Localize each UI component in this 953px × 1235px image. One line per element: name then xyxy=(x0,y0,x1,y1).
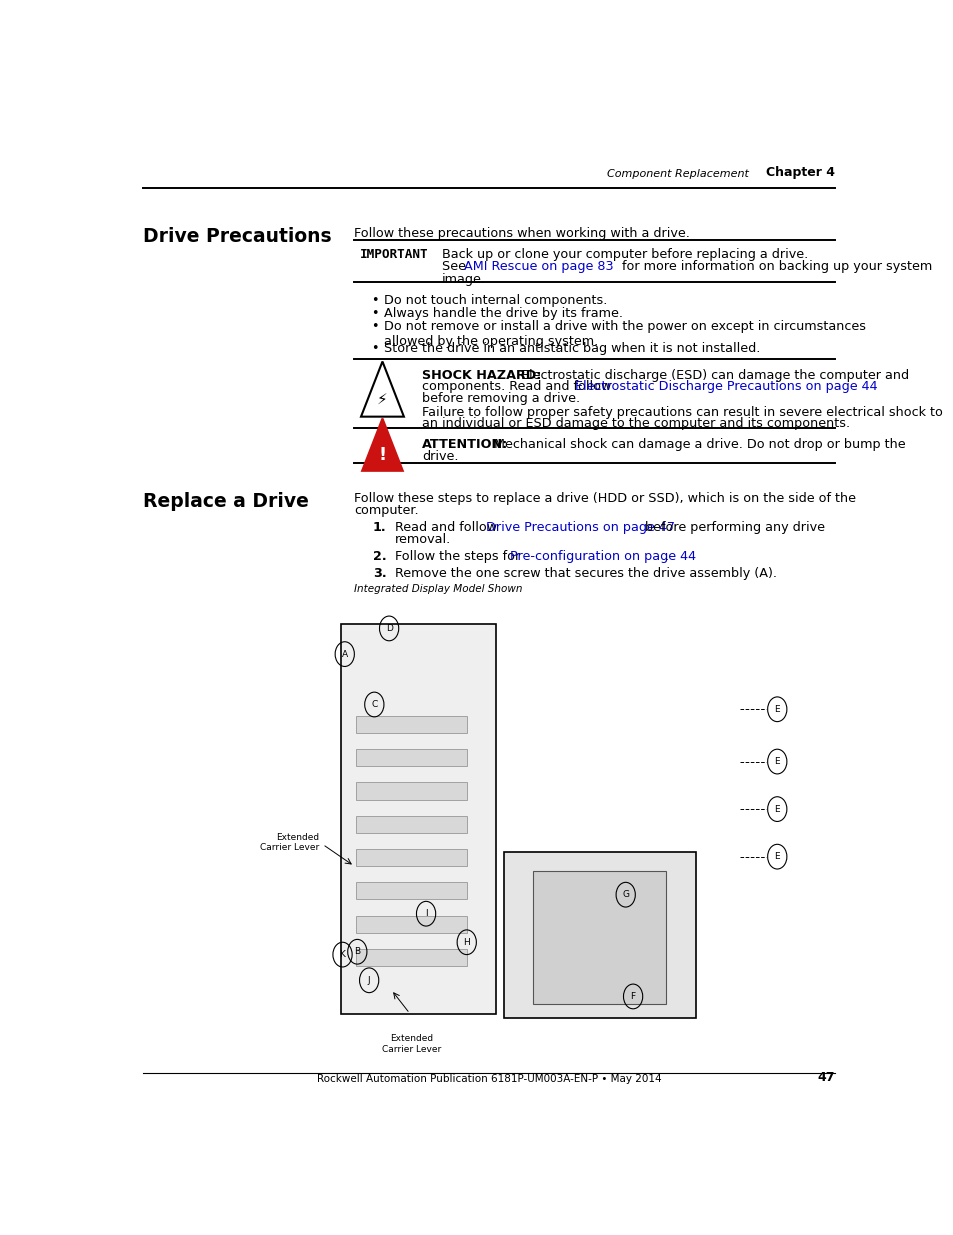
FancyBboxPatch shape xyxy=(503,852,696,1019)
Text: A: A xyxy=(341,650,348,658)
Text: Drive Precautions on page 47: Drive Precautions on page 47 xyxy=(485,521,675,534)
Text: ⚡: ⚡ xyxy=(376,391,388,406)
Text: Rockwell Automation Publication 6181P-UM003A-EN-P • May 2014: Rockwell Automation Publication 6181P-UM… xyxy=(316,1074,660,1084)
Text: •: • xyxy=(370,320,377,333)
Text: Replace a Drive: Replace a Drive xyxy=(143,493,309,511)
Text: Always handle the drive by its frame.: Always handle the drive by its frame. xyxy=(383,308,622,320)
FancyBboxPatch shape xyxy=(355,716,466,734)
FancyBboxPatch shape xyxy=(355,915,466,932)
Text: Integrated Display Model Shown: Integrated Display Model Shown xyxy=(354,584,522,594)
Text: See: See xyxy=(441,261,469,273)
Text: .: . xyxy=(664,550,668,562)
Text: Read and follow: Read and follow xyxy=(395,521,500,534)
Text: Remove the one screw that secures the drive assembly (A).: Remove the one screw that secures the dr… xyxy=(395,567,776,579)
Text: E: E xyxy=(774,705,780,714)
Text: Electrostatic Discharge Precautions on page 44: Electrostatic Discharge Precautions on p… xyxy=(575,380,877,393)
FancyBboxPatch shape xyxy=(355,783,466,799)
Text: Follow these steps to replace a drive (HDD or SSD), which is on the side of the: Follow these steps to replace a drive (H… xyxy=(354,493,856,505)
Text: drive.: drive. xyxy=(422,450,458,463)
Text: 3.: 3. xyxy=(373,567,386,579)
Text: H: H xyxy=(463,937,470,947)
Text: •: • xyxy=(370,342,377,356)
Text: •: • xyxy=(370,294,377,306)
Text: before performing any drive: before performing any drive xyxy=(640,521,824,534)
Text: E: E xyxy=(774,805,780,814)
Text: Back up or clone your computer before replacing a drive.: Back up or clone your computer before re… xyxy=(441,248,807,261)
Text: Store the drive in an antistatic bag when it is not installed.: Store the drive in an antistatic bag whe… xyxy=(383,342,760,356)
Text: G: G xyxy=(621,890,629,899)
Text: Pre-configuration on page 44: Pre-configuration on page 44 xyxy=(509,550,695,562)
Text: E: E xyxy=(774,757,780,766)
Text: C: C xyxy=(371,700,377,709)
FancyBboxPatch shape xyxy=(533,871,665,1004)
Text: Chapter 4: Chapter 4 xyxy=(765,165,834,179)
Text: D: D xyxy=(385,624,392,632)
Text: Mechanical shock can damage a drive. Do not drop or bump the: Mechanical shock can damage a drive. Do … xyxy=(489,438,904,451)
Text: Failure to follow proper safety precautions can result in severe electrical shoc: Failure to follow proper safety precauti… xyxy=(422,406,943,419)
Text: 2.: 2. xyxy=(373,550,386,562)
Text: 47: 47 xyxy=(817,1071,834,1084)
FancyBboxPatch shape xyxy=(355,948,466,966)
Text: Component Replacement: Component Replacement xyxy=(606,169,748,179)
Text: Do not touch internal components.: Do not touch internal components. xyxy=(383,294,607,306)
Text: E: E xyxy=(774,852,780,861)
FancyBboxPatch shape xyxy=(341,624,496,1014)
Polygon shape xyxy=(362,419,402,471)
Text: Follow the steps for: Follow the steps for xyxy=(395,550,524,562)
Text: I: I xyxy=(424,909,427,918)
Text: J: J xyxy=(368,976,370,984)
Text: IMPORTANT: IMPORTANT xyxy=(359,248,428,261)
Text: removal.: removal. xyxy=(395,534,451,546)
FancyBboxPatch shape xyxy=(355,816,466,832)
Text: Electrostatic discharge (ESD) can damage the computer and: Electrostatic discharge (ESD) can damage… xyxy=(517,369,908,382)
Text: AMI Rescue on page 83: AMI Rescue on page 83 xyxy=(463,261,613,273)
Text: image.: image. xyxy=(441,273,485,285)
Text: •: • xyxy=(370,308,377,320)
Text: !: ! xyxy=(378,446,386,464)
Text: 1.: 1. xyxy=(373,521,386,534)
Text: components. Read and follow: components. Read and follow xyxy=(422,380,615,393)
Text: for more information on backing up your system: for more information on backing up your … xyxy=(618,261,932,273)
Text: Extended
Carrier Lever: Extended Carrier Lever xyxy=(381,1035,440,1053)
Text: Extended
Carrier Lever: Extended Carrier Lever xyxy=(259,832,318,852)
Text: an individual or ESD damage to the computer and its components.: an individual or ESD damage to the compu… xyxy=(422,417,850,430)
Text: computer.: computer. xyxy=(354,504,418,517)
FancyBboxPatch shape xyxy=(355,882,466,899)
Text: ATTENTION:: ATTENTION: xyxy=(422,438,508,451)
FancyBboxPatch shape xyxy=(355,750,466,766)
Text: K: K xyxy=(339,950,345,960)
Text: Drive Precautions: Drive Precautions xyxy=(143,227,332,246)
Text: B: B xyxy=(354,947,360,956)
FancyBboxPatch shape xyxy=(355,848,466,866)
Text: Follow these precautions when working with a drive.: Follow these precautions when working wi… xyxy=(354,227,690,240)
Text: SHOCK HAZARD:: SHOCK HAZARD: xyxy=(422,369,541,382)
Text: F: F xyxy=(630,992,635,1000)
Text: Do not remove or install a drive with the power on except in circumstances
allow: Do not remove or install a drive with th… xyxy=(383,320,865,348)
Text: before removing a drive.: before removing a drive. xyxy=(422,391,579,405)
